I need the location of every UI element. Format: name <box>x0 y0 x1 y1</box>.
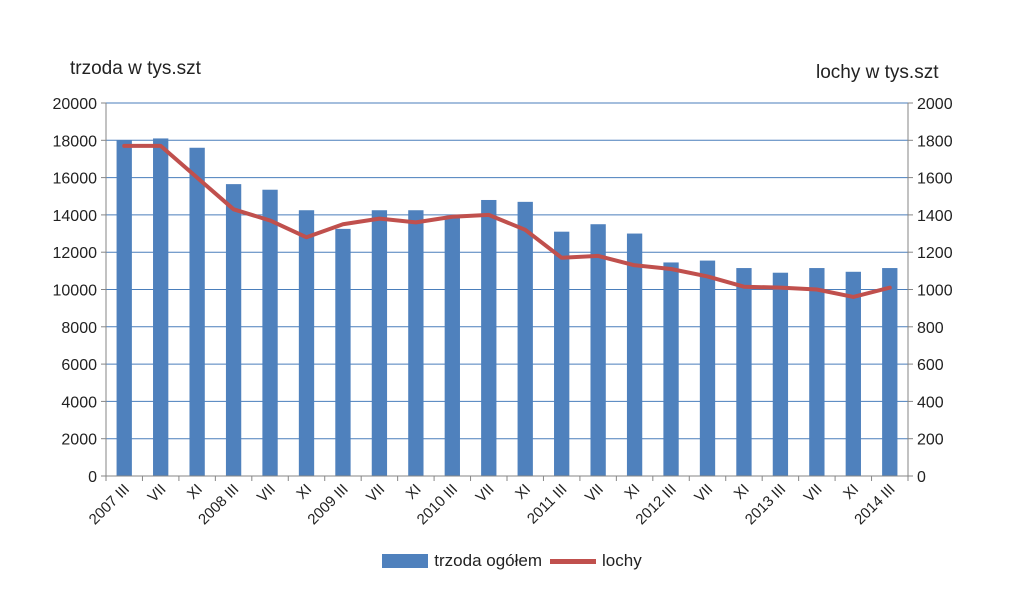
bar <box>225 184 242 476</box>
right-tick-label: 1800 <box>917 133 953 150</box>
right-tick-label: 1400 <box>917 208 953 225</box>
category-label: XI <box>840 481 862 503</box>
right-tick-label: 200 <box>917 432 944 449</box>
left-tick-label: 20000 <box>53 96 98 113</box>
right-tick-label: 1600 <box>917 171 953 188</box>
category-label: XI <box>512 481 534 503</box>
category-label: VII <box>801 481 826 506</box>
category-label: 2012 III <box>632 481 679 528</box>
category-label: 2008 III <box>195 481 242 528</box>
category-label: VII <box>691 481 716 506</box>
legend-bar-label: trzoda ogółem <box>434 551 543 570</box>
left-tick-label: 2000 <box>61 432 97 449</box>
bar <box>444 216 460 476</box>
left-tick-label: 4000 <box>61 394 97 411</box>
right-tick-label: 0 <box>917 469 926 486</box>
right-axis-title: lochy w tys.szt <box>816 62 939 83</box>
left-tick-label: 0 <box>88 469 97 486</box>
bar <box>626 233 643 476</box>
left-tick-label: 10000 <box>53 283 98 300</box>
bar <box>590 224 606 476</box>
right-tick-label: 1000 <box>917 283 953 300</box>
right-tick-label: 400 <box>917 394 944 411</box>
right-tick-label: 600 <box>917 357 944 374</box>
category-label: 2013 III <box>742 481 789 528</box>
left-tick-label: 14000 <box>53 208 98 225</box>
category-label: 2007 III <box>86 481 133 528</box>
left-axis-title: trzoda w tys.szt <box>70 58 201 79</box>
category-label: XI <box>184 481 206 503</box>
category-label: XI <box>731 481 753 503</box>
bar <box>517 201 533 476</box>
bar <box>809 268 825 476</box>
category-label: XI <box>403 481 425 503</box>
legend-line-swatch <box>550 558 597 564</box>
bar <box>116 140 132 477</box>
category-label: VII <box>363 481 388 506</box>
legend-item-bars: trzoda ogółem <box>382 551 542 571</box>
category-label: VII <box>254 481 279 506</box>
bar <box>554 231 570 476</box>
category-label: VII <box>145 481 170 506</box>
bar <box>189 147 205 476</box>
category-label: 2009 III <box>304 481 351 528</box>
bar <box>481 199 497 477</box>
bar <box>772 272 789 476</box>
category-label: XI <box>293 481 315 503</box>
legend-bar-swatch <box>382 554 429 568</box>
bar <box>335 228 351 476</box>
bar <box>663 262 679 476</box>
legend-item-line: lochy <box>550 551 642 571</box>
bar <box>408 210 424 477</box>
bar <box>882 268 898 476</box>
right-tick-label: 800 <box>917 320 944 337</box>
bar <box>371 210 388 477</box>
bar <box>298 210 315 477</box>
category-label: XI <box>621 481 643 503</box>
bar <box>699 260 716 476</box>
bar <box>845 271 861 476</box>
legend: trzoda ogółem lochy <box>0 551 1024 571</box>
left-tick-label: 8000 <box>61 320 97 337</box>
left-tick-label: 6000 <box>61 357 97 374</box>
left-tick-label: 18000 <box>53 133 98 150</box>
right-tick-label: 1200 <box>917 245 953 262</box>
bar <box>153 138 169 476</box>
right-tick-label: 2000 <box>917 96 953 113</box>
bar <box>262 189 278 476</box>
category-label: 2011 III <box>524 481 571 528</box>
left-tick-label: 16000 <box>53 171 98 188</box>
category-label: VII <box>473 481 498 506</box>
bar <box>736 268 752 476</box>
legend-line-label: lochy <box>602 551 642 570</box>
category-label: 2014 III <box>851 481 898 528</box>
category-label: VII <box>582 481 607 506</box>
left-tick-label: 12000 <box>53 245 98 262</box>
category-label: 2010 III <box>414 481 461 528</box>
line-series <box>122 143 892 299</box>
